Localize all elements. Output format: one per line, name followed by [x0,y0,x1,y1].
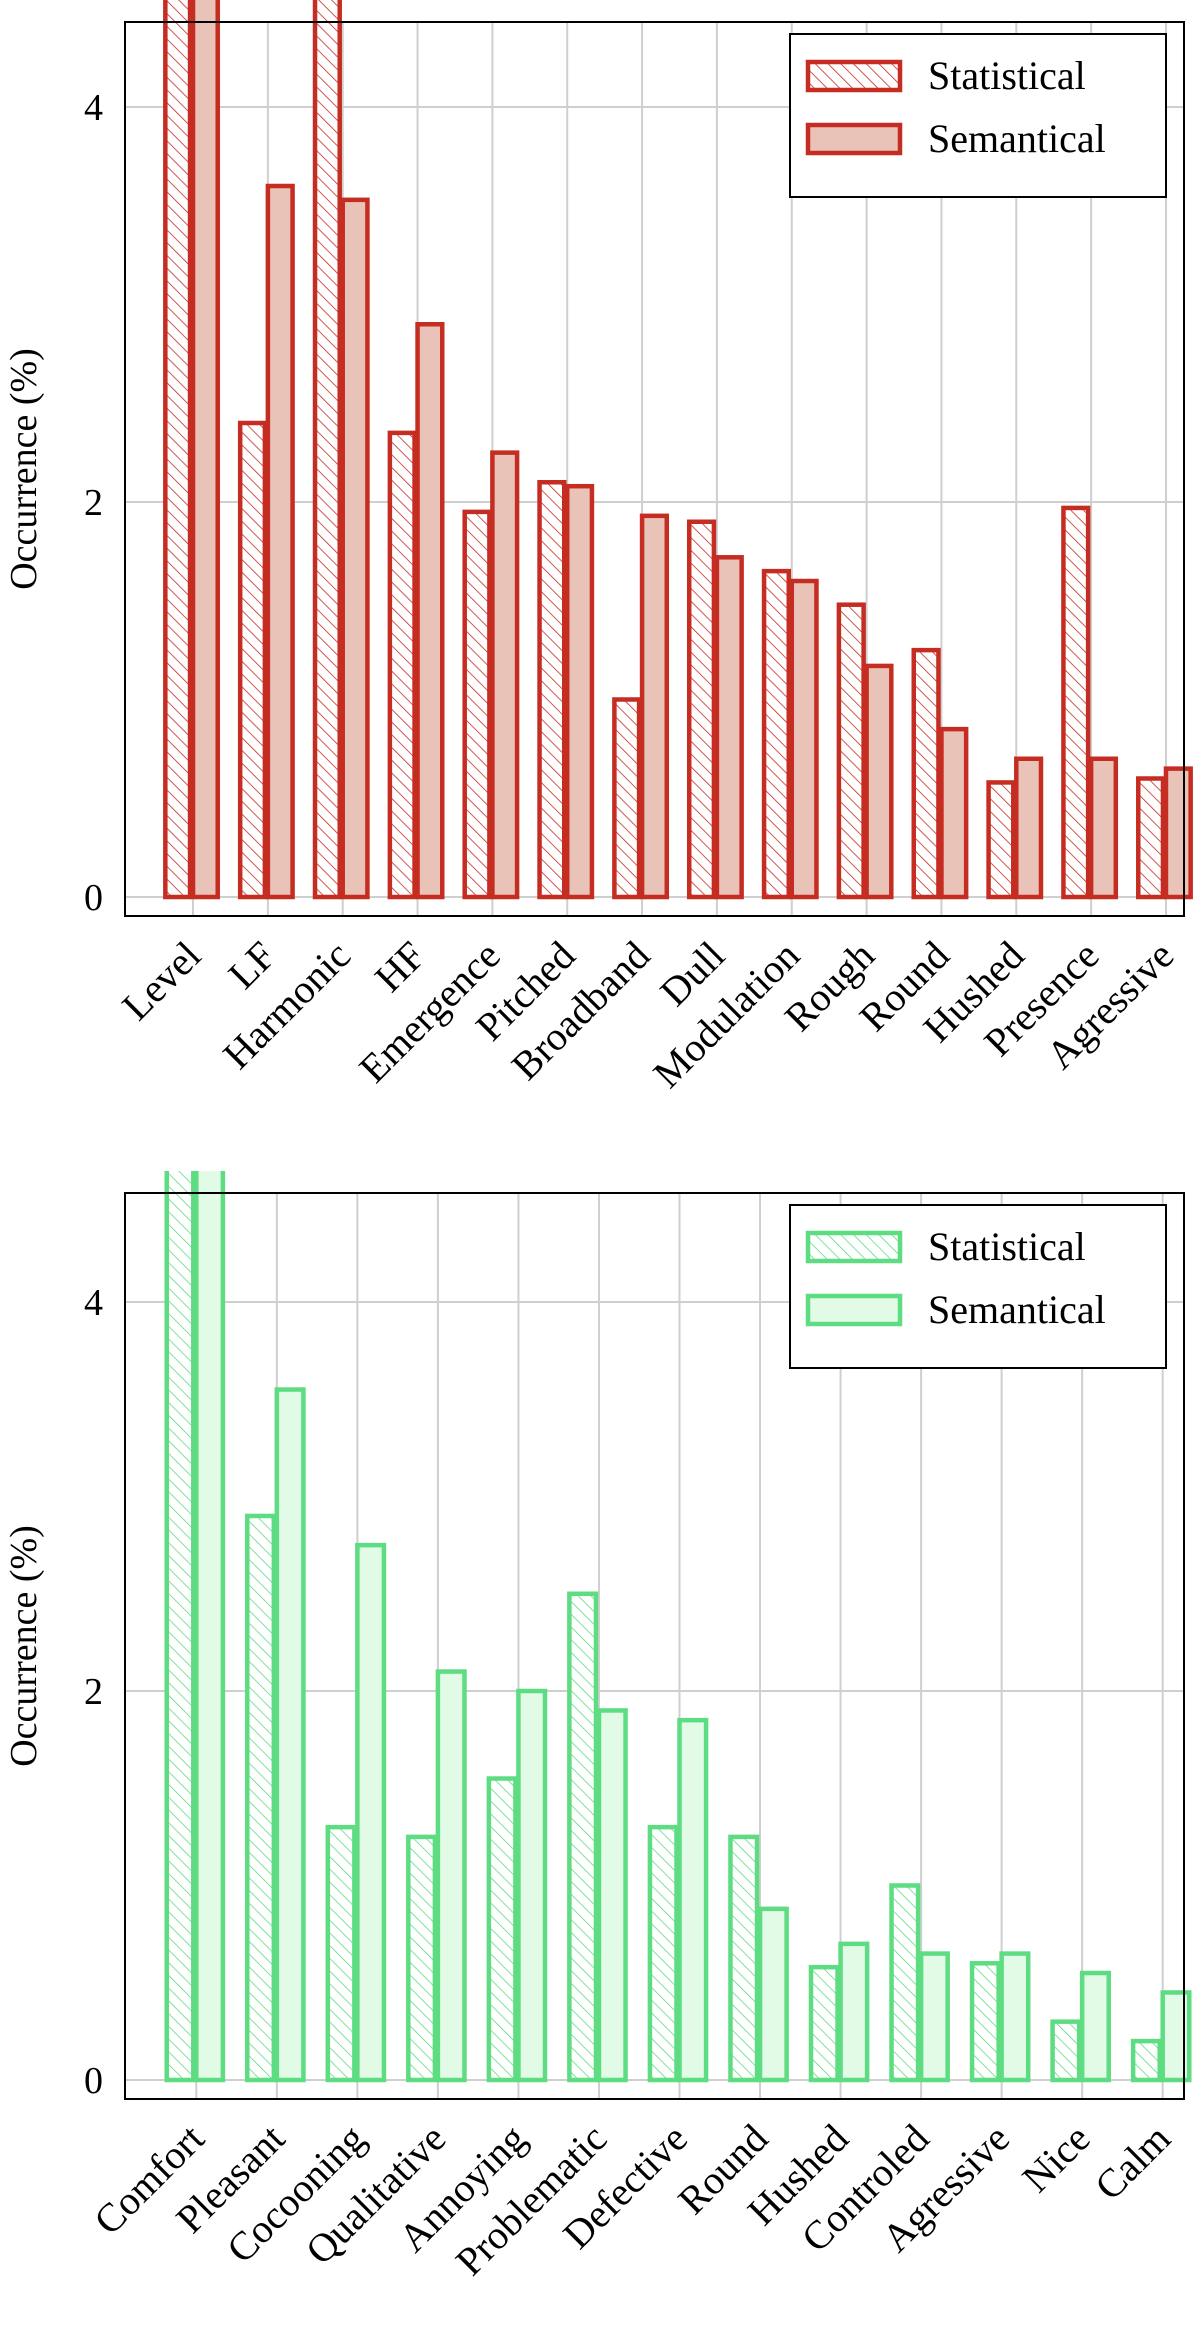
y-axis: 02468 [84,87,103,919]
bars [163,0,1193,900]
bar-statistical [462,509,492,900]
bar-semantical [415,322,445,900]
chart-svg: 02468Occurrence (%)LevelLFHarmonicHFEmer… [3,0,1193,1097]
bar-statistical [406,1834,438,2083]
bar-semantical [1163,766,1193,900]
bar-statistical [612,697,642,900]
legend-label: Statistical [928,1224,1086,1269]
legend: Statistical Semantical [789,1204,1167,1369]
legend-label: Statistical [928,53,1086,98]
bar-statistical [969,1961,1001,2083]
y-tick-label: 2 [84,1671,103,1713]
bar-semantical [714,555,744,900]
y-axis-label: Occurrence (%) [3,1525,45,1767]
bar-statistical [245,1513,277,2083]
legend-swatch-statistical [805,1230,903,1264]
bar-semantical [564,483,595,900]
bar-statistical [163,0,193,900]
chart-svg: 02468Occurrence (%)ComfortPleasantCocoon… [3,1171,1192,2284]
bar-statistical [808,1964,840,2083]
bar-semantical [194,1171,226,2083]
bar-semantical [265,183,295,900]
occurrence-chart-perception: 02468Occurrence (%)ComfortPleasantCocoon… [0,1171,1200,2343]
bar-semantical [274,1387,306,2083]
y-tick-label: 4 [84,1282,103,1324]
x-tick-label: Nice [1013,2116,1098,2201]
y-tick-label: 4 [84,87,103,129]
bar-statistical [728,1834,760,2083]
y-axis: 02468 [84,1282,103,2102]
bar-statistical [761,568,792,900]
y-tick-label: 0 [84,877,103,919]
bar-statistical [1061,505,1091,900]
bar-semantical [1079,1970,1111,2083]
bar-statistical [1130,2038,1162,2083]
plot-frame [124,21,1185,917]
bar-statistical [1136,776,1166,900]
bar-semantical [1014,756,1044,900]
legend-swatch-semantical [805,122,903,156]
bar-semantical [355,1542,387,2083]
bar-semantical [999,1951,1031,2083]
bar-statistical [686,519,717,900]
bar-semantical [789,578,819,900]
legend-label: Semantical [928,1287,1106,1332]
bar-statistical [537,480,567,900]
bar-statistical [1050,2019,1082,2083]
x-axis: ComfortPleasantCocooningQualitativeAnnoy… [85,2116,1179,2284]
bar-semantical [1088,756,1119,900]
bar-semantical [490,450,520,900]
legend-swatch-statistical [805,59,903,93]
legend-swatch-semantical [805,1293,903,1327]
legend-label: Semantical [928,116,1106,161]
bar-semantical [639,513,670,900]
bar-statistical [911,647,941,900]
bars [164,1171,1192,2083]
bar-statistical [387,430,417,900]
bar-statistical [486,1776,518,2083]
bar-semantical [939,726,969,900]
bar-statistical [325,1824,357,2083]
bar-semantical [864,663,894,900]
bar-statistical [164,1171,196,2083]
bar-statistical [312,0,342,900]
bar-semantical [516,1688,548,2083]
bar-semantical [677,1717,709,2083]
bar-semantical [757,1906,789,2083]
y-tick-label: 2 [84,482,103,524]
bar-semantical [1160,1990,1192,2083]
x-tick-label: Level [113,933,209,1029]
legend: Statistical Semantical [789,33,1167,198]
bar-statistical [647,1824,679,2083]
y-axis-label: Occurrence (%) [3,348,45,590]
occurrence-chart-acoustic: 02468Occurrence (%)LevelLFHarmonicHFEmer… [0,0,1200,1171]
bar-semantical [190,0,220,900]
bar-semantical [596,1708,628,2083]
x-tick-label: Calm [1086,2116,1179,2209]
bar-semantical [435,1669,467,2083]
bar-semantical [340,197,370,900]
bar-statistical [836,602,866,900]
bar-semantical [918,1951,950,2083]
bar-statistical [889,1883,921,2083]
bar-statistical [986,780,1016,900]
bar-semantical [838,1941,870,2083]
bar-statistical [567,1591,599,2083]
bar-statistical [237,420,268,900]
plot-frame [124,1192,1185,2100]
y-tick-label: 0 [84,2060,103,2102]
